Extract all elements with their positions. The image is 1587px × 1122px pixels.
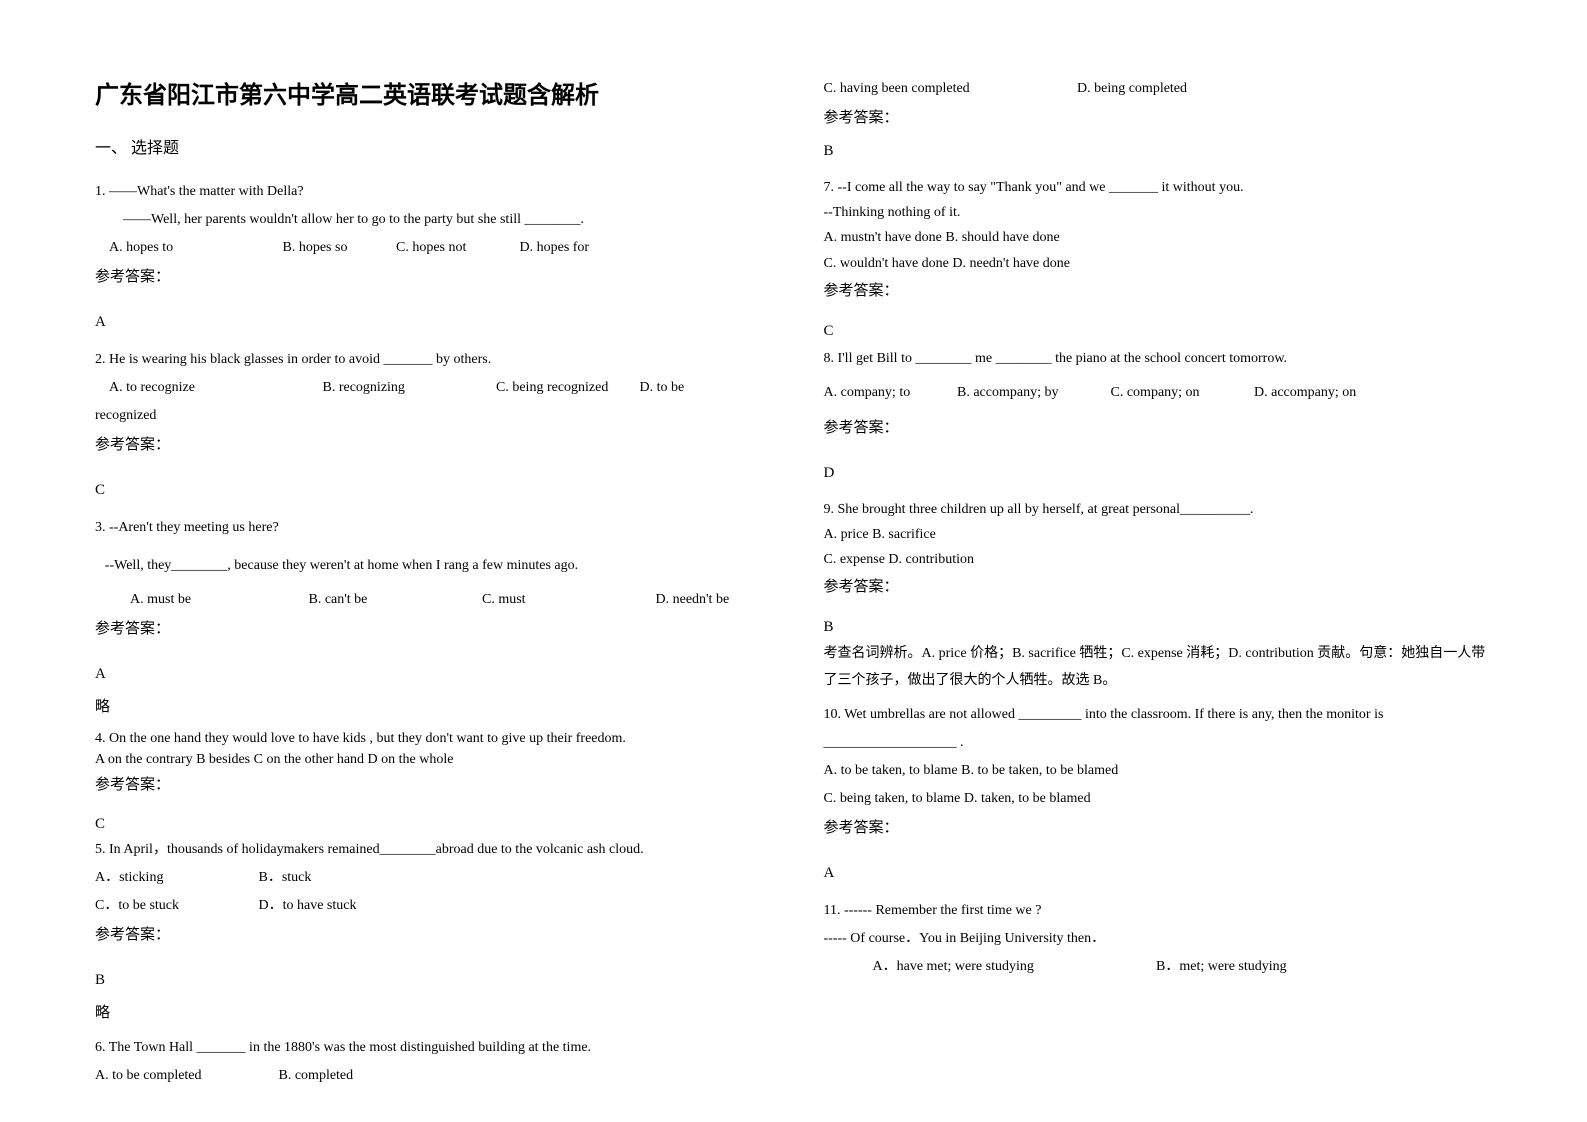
q5-optB: B．stuck: [259, 864, 312, 892]
q2-answer-label: 参考答案：: [95, 430, 764, 460]
q3-optB: B. can't be: [309, 586, 479, 614]
q5-line1: 5. In April，thousands of holidaymakers r…: [95, 836, 764, 864]
question-6: 6. The Town Hall _______ in the 1880's w…: [95, 1034, 764, 1090]
q11-optA: A．have met; were studying: [873, 953, 1153, 981]
q11-optB: B．met; were studying: [1156, 953, 1287, 981]
q4-line1: 4. On the one hand they would love to ha…: [95, 728, 764, 749]
q2-line2: recognized: [95, 402, 764, 430]
q9-answer-label: 参考答案：: [824, 572, 1493, 602]
q9-answer: B: [824, 614, 1493, 641]
q6-line1: 6. The Town Hall _______ in the 1880's w…: [95, 1034, 764, 1062]
question-3: 3. --Aren't they meeting us here? --Well…: [95, 514, 764, 644]
q11-line1: 11. ------ Remember the first time we ?: [824, 897, 1493, 925]
question-10: 10. Wet umbrellas are not allowed ______…: [824, 701, 1493, 843]
q1-line2: ——Well, her parents wouldn't allow her t…: [95, 206, 764, 234]
q7-line2: --Thinking nothing of it.: [824, 200, 1493, 225]
q1-answer-label: 参考答案：: [95, 262, 764, 292]
q6-answer: B: [824, 133, 1493, 169]
question-9: 9. She brought three children up all by …: [824, 497, 1493, 603]
q6-optD: D. being completed: [1077, 75, 1187, 103]
q9-optsB: C. expense D. contribution: [824, 547, 1493, 572]
q9-line1: 9. She brought three children up all by …: [824, 497, 1493, 522]
question-11: 11. ------ Remember the first time we ? …: [824, 897, 1493, 981]
q10-optsA: A. to be taken, to blame B. to be taken,…: [824, 757, 1493, 785]
q5-optC: C．to be stuck: [95, 892, 255, 920]
q1-line1: 1. ——What's the matter with Della?: [95, 178, 764, 206]
q5-answer-label: 参考答案：: [95, 920, 764, 950]
q9-explanation: 考查名词辨析。A. price 价格；B. sacrifice 牺牲；C. ex…: [824, 641, 1493, 694]
left-column: 广东省阳江市第六中学高二英语联考试题含解析 一、 选择题 1. ——What's…: [95, 75, 764, 1082]
right-column: C. having been completed D. being comple…: [824, 75, 1493, 1082]
q11-line2: ----- Of course．You in Beijing Universit…: [824, 925, 1493, 953]
doc-title: 广东省阳江市第六中学高二英语联考试题含解析: [95, 75, 764, 110]
q8-optC: C. company; on: [1111, 379, 1251, 407]
q2-answer: C: [95, 472, 764, 508]
question-8: 8. I'll get Bill to ________ me ________…: [824, 345, 1493, 443]
q3-lue: 略: [95, 692, 764, 722]
q8-options: A. company; to B. accompany; by C. compa…: [824, 379, 1493, 407]
q1-answer: A: [95, 304, 764, 340]
q7-optsB: C. wouldn't have done D. needn't have do…: [824, 251, 1493, 276]
q8-optB: B. accompany; by: [957, 379, 1107, 407]
q8-optD: D. accompany; on: [1254, 379, 1356, 407]
q4-opts: A on the contrary B besides C on the oth…: [95, 749, 764, 770]
q5-options-row2: C．to be stuck D．to have stuck: [95, 892, 764, 920]
q2-line1: 2. He is wearing his black glasses in or…: [95, 346, 764, 374]
q10-answer: A: [824, 855, 1493, 891]
q2-optA: A. to recognize: [109, 374, 319, 402]
q2-optC: C. being recognized: [496, 374, 636, 402]
q1-options: A. hopes to B. hopes so C. hopes not D. …: [95, 234, 764, 262]
q4-answer: C: [95, 812, 764, 836]
q8-line1: 8. I'll get Bill to ________ me ________…: [824, 345, 1493, 373]
q5-optA: A．sticking: [95, 864, 255, 892]
question-4: 4. On the one hand they would love to ha…: [95, 728, 764, 800]
q8-answer-label: 参考答案：: [824, 413, 1493, 443]
q7-line1: 7. --I come all the way to say "Thank yo…: [824, 175, 1493, 200]
q2-options: A. to recognize B. recognizing C. being …: [95, 374, 764, 402]
q3-optA: A. must be: [130, 586, 305, 614]
q5-options-row1: A．sticking B．stuck: [95, 864, 764, 892]
question-2: 2. He is wearing his black glasses in or…: [95, 346, 764, 460]
question-7: 7. --I come all the way to say "Thank yo…: [824, 175, 1493, 306]
q3-optD: D. needn't be: [656, 586, 730, 614]
q1-optD: D. hopes for: [520, 234, 590, 262]
q6-optA: A. to be completed: [95, 1062, 275, 1090]
q6-optB: B. completed: [279, 1062, 354, 1090]
q8-answer: D: [824, 455, 1493, 491]
q1-optB: B. hopes so: [283, 234, 393, 262]
q10-answer-label: 参考答案：: [824, 813, 1493, 843]
q5-optD: D．to have stuck: [259, 892, 357, 920]
q6-options-row1: A. to be completed B. completed: [95, 1062, 764, 1090]
q6-optC: C. having been completed: [824, 75, 1074, 103]
q3-line2: --Well, they________, because they weren…: [95, 552, 764, 580]
section-heading: 一、 选择题: [95, 134, 764, 158]
q1-optC: C. hopes not: [396, 234, 516, 262]
q10-optsB: C. being taken, to blame D. taken, to be…: [824, 785, 1493, 813]
q5-answer: B: [95, 962, 764, 998]
q7-optsA: A. mustn't have done B. should have done: [824, 225, 1493, 250]
q1-optA: A. hopes to: [109, 234, 279, 262]
q5-lue: 略: [95, 998, 764, 1028]
q10-line2: ___________________ .: [824, 729, 1493, 757]
q3-optC: C. must: [482, 586, 652, 614]
question-5: 5. In April，thousands of holidaymakers r…: [95, 836, 764, 950]
q2-optD: D. to be: [640, 374, 685, 402]
q2-optB: B. recognizing: [323, 374, 493, 402]
q11-options: A．have met; were studying B．met; were st…: [824, 953, 1493, 981]
q4-answer-label: 参考答案：: [95, 770, 764, 800]
question-1: 1. ——What's the matter with Della? ——Wel…: [95, 178, 764, 292]
q7-answer: C: [824, 318, 1493, 345]
q10-line1: 10. Wet umbrellas are not allowed ______…: [824, 701, 1493, 729]
q3-options: A. must be B. can't be C. must D. needn'…: [95, 586, 764, 614]
q6-answer-label: 参考答案：: [824, 103, 1493, 133]
q3-answer-label: 参考答案：: [95, 614, 764, 644]
q7-answer-label: 参考答案：: [824, 276, 1493, 306]
q3-line1: 3. --Aren't they meeting us here?: [95, 514, 764, 542]
q3-answer: A: [95, 656, 764, 692]
q9-optsA: A. price B. sacrifice: [824, 522, 1493, 547]
q8-optA: A. company; to: [824, 379, 954, 407]
q6-options-row2: C. having been completed D. being comple…: [824, 75, 1493, 103]
